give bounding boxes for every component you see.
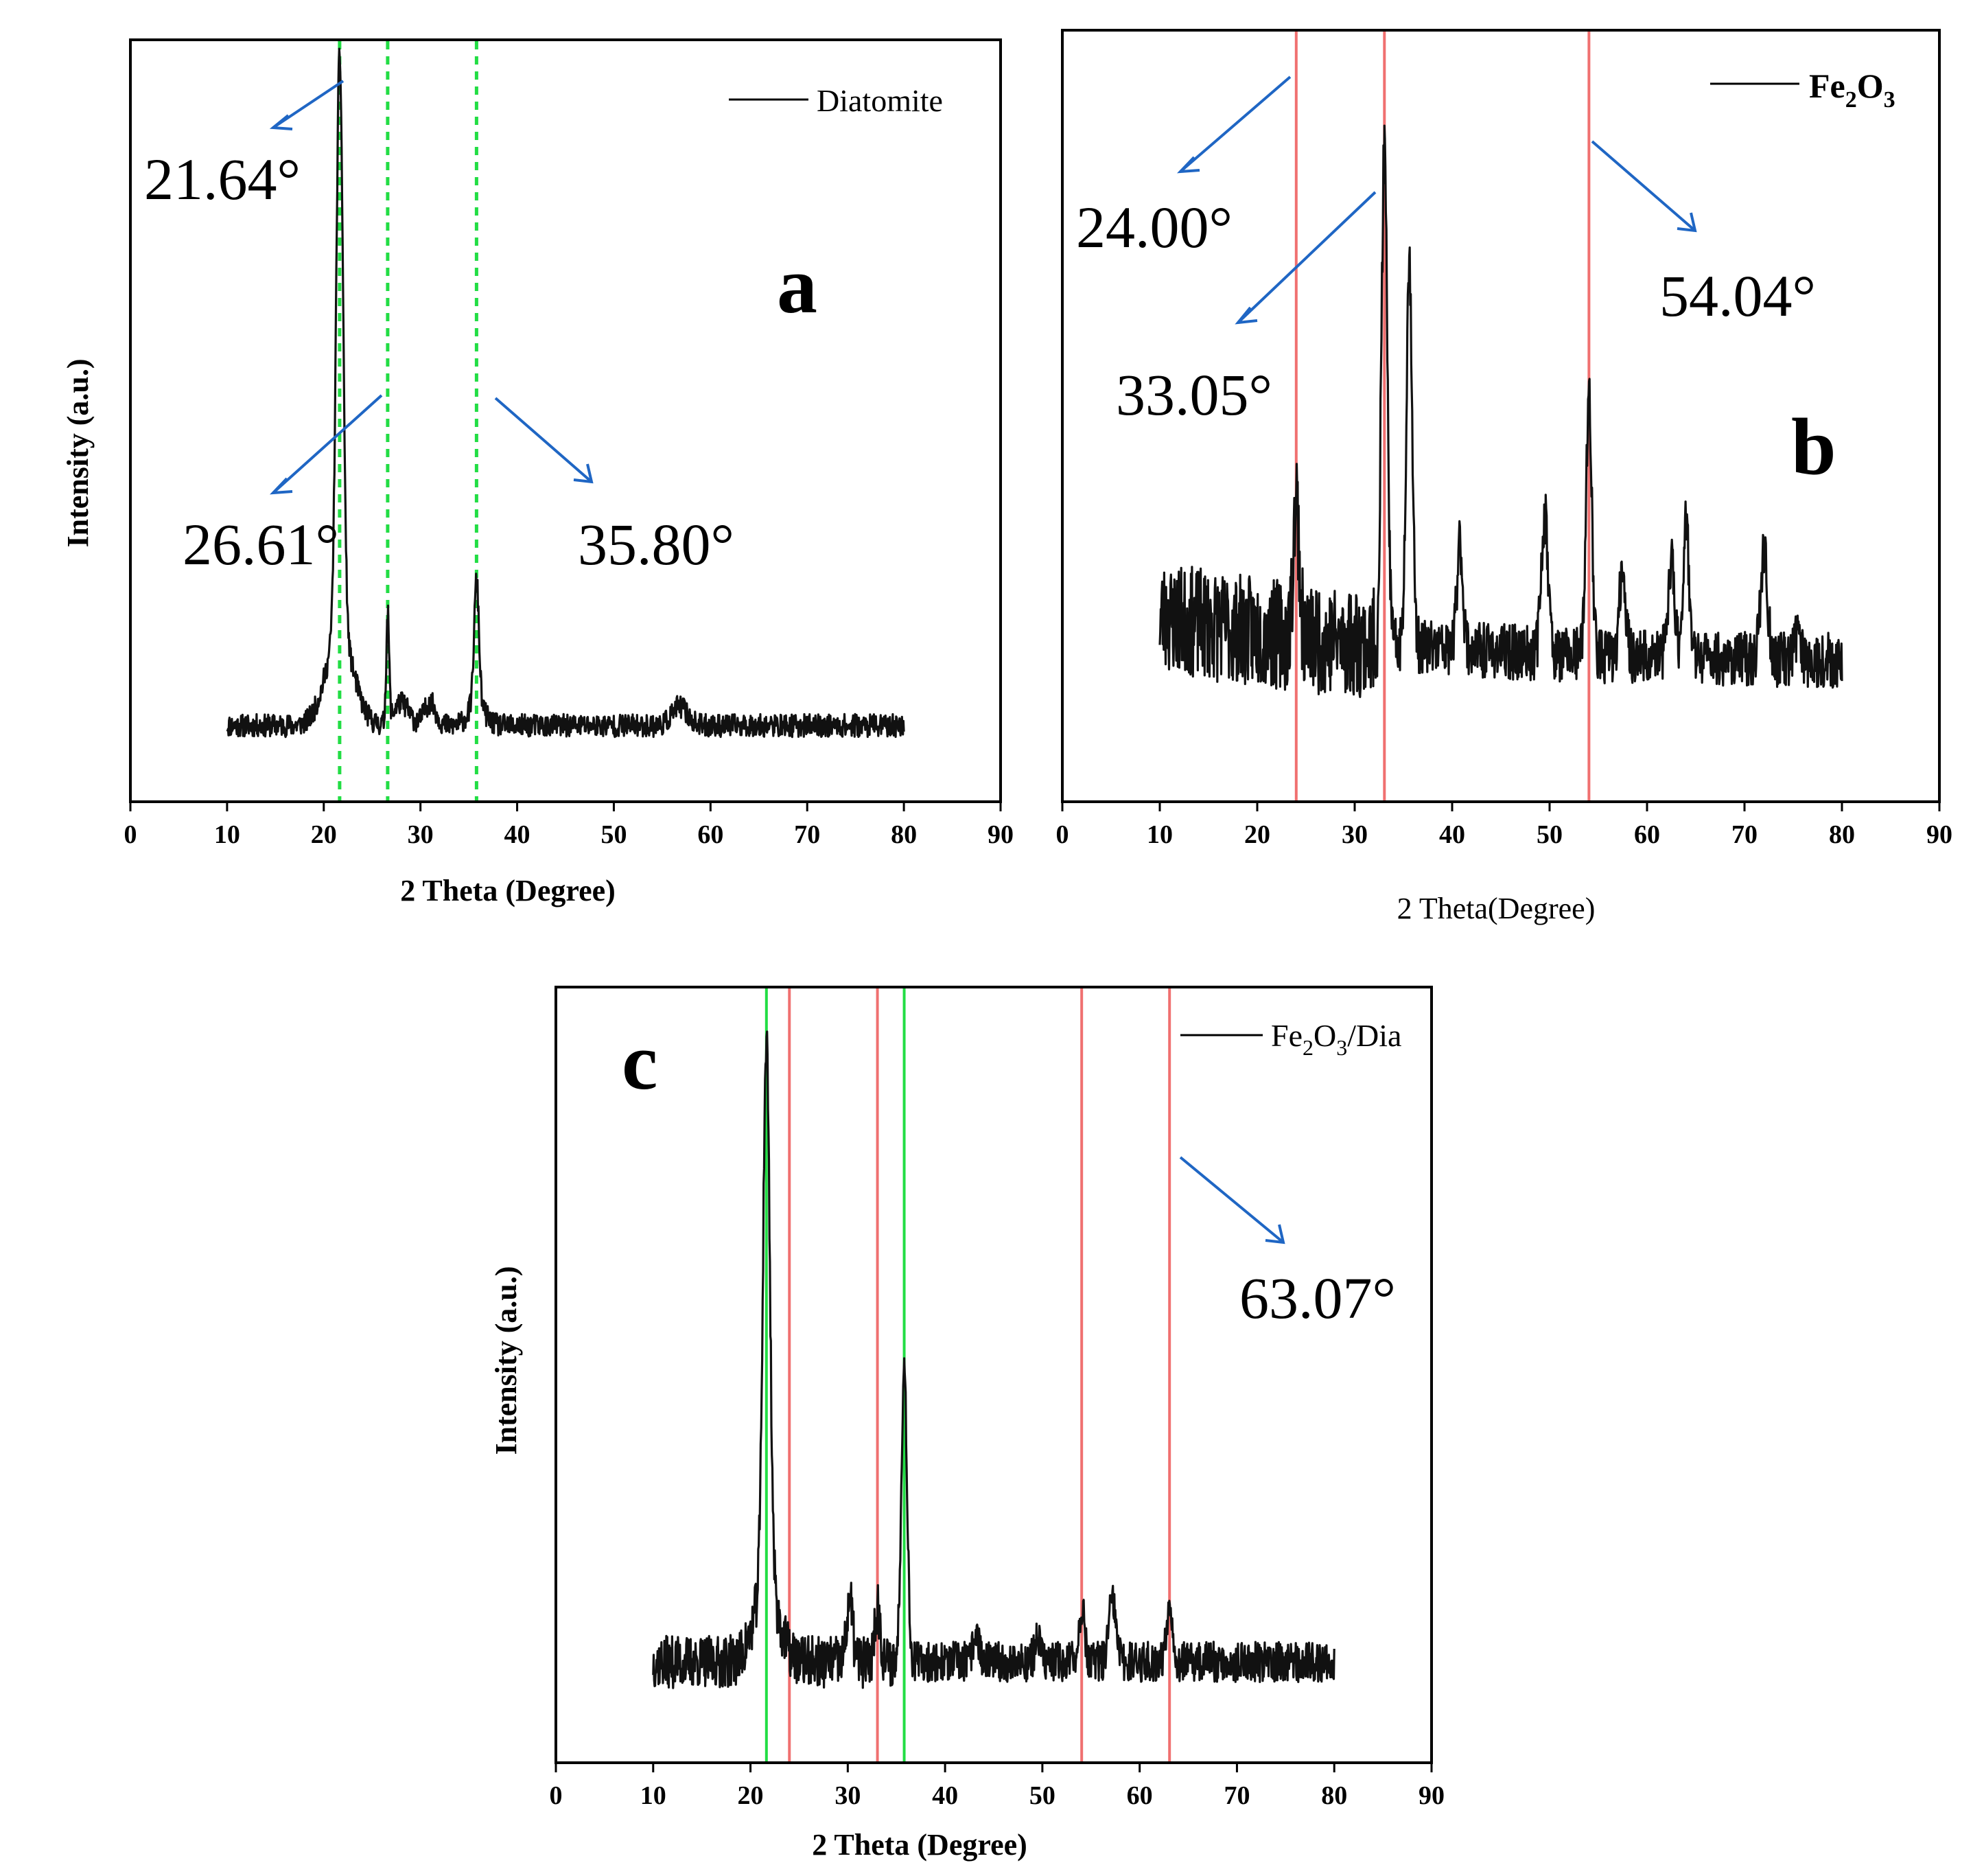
panel-a-arrow-3 (494, 397, 593, 483)
panel-b-arrow-2 (1237, 191, 1377, 324)
panel-b-arrowhead-2 (1235, 306, 1258, 325)
panel-b-x-tick-label-70: 70 (1731, 820, 1758, 849)
panel-b-x-tick-label-20: 20 (1244, 820, 1270, 849)
panel-b-x-tick-label-10: 10 (1147, 820, 1173, 849)
panel-a-x-tick-label-0: 0 (124, 820, 137, 849)
panel-a-diatomite-trace (226, 47, 905, 739)
panel-c-x-tick-label-70: 70 (1224, 1781, 1250, 1810)
panel-b: 0 10 20 30 40 50 60 70 80 90 2 Theta(Degree) Fe2O… (1056, 29, 1952, 925)
panel-a-reference-lines (338, 41, 478, 800)
panel-c-letter: c (622, 1017, 657, 1107)
panel-b-legend-o: O (1857, 67, 1884, 105)
panel-b-fe2o3-trace (1158, 124, 1843, 698)
panel-a-plot-frame (129, 38, 1002, 803)
panel-c-annotation-63-07: 63.07° (1239, 1265, 1396, 1331)
panel-b-x-tick-label-0: 0 (1056, 820, 1069, 849)
panel-a-x-ticks: 0 10 20 30 40 50 60 70 80 90 (124, 802, 1014, 849)
panel-b-x-tick-label-90: 90 (1926, 820, 1952, 849)
panel-a-arrowhead-3 (573, 463, 594, 484)
panel-b-arrow-1 (1179, 76, 1292, 173)
panel-b-plot-frame (1061, 29, 1941, 803)
panel-c-legend-label: Fe2O3/Dia (1271, 1018, 1401, 1060)
panel-c-legend-dia: /Dia (1347, 1018, 1401, 1053)
panel-b-arrowhead-1 (1176, 156, 1200, 174)
panel-c-legend-o: O (1314, 1018, 1336, 1053)
panel-b-legend-label: Fe2O3 (1809, 67, 1895, 113)
panel-b-legend-fe: Fe (1809, 67, 1845, 105)
panel-a-y-axis-label: Intensity (a.u.) (61, 358, 95, 547)
panel-c-fe2o3-dia-trace (652, 1030, 1335, 1689)
panel-c-x-tick-label-20: 20 (738, 1781, 764, 1810)
panel-b-x-tick-label-80: 80 (1829, 820, 1855, 849)
panel-a-legend-label: Diatomite (817, 83, 943, 118)
panel-b-x-ticks: 0 10 20 30 40 50 60 70 80 90 (1056, 802, 1952, 849)
panel-b-x-axis-label: 2 Theta(Degree) (1397, 892, 1596, 925)
panel-b-x-tick-label-60: 60 (1634, 820, 1660, 849)
panel-b-arrow-3 (1591, 140, 1696, 232)
panel-a: 0 10 20 30 40 50 60 70 80 90 2 Theta (Degree) Int… (61, 38, 1014, 907)
panel-a-annotation-35-80: 35.80° (578, 511, 734, 577)
panel-c-arrowhead-1 (1265, 1224, 1285, 1244)
panel-b-x-tick-label-50: 50 (1537, 820, 1563, 849)
panel-a-annotation-26-61: 26.61° (183, 511, 339, 577)
panel-a-letter: a (777, 240, 817, 330)
panel-a-x-tick-label-50: 50 (600, 820, 627, 849)
panel-a-x-tick-label-20: 20 (311, 820, 337, 849)
panel-c-x-tick-label-60: 60 (1127, 1781, 1153, 1810)
panel-a-arrow-2 (272, 394, 383, 494)
panel-c-annotation-arrows (1179, 1156, 1285, 1244)
panel-b-annotation-arrows (1176, 76, 1697, 325)
panel-c-x-ticks: 0 10 20 30 40 50 60 70 80 90 (550, 1763, 1445, 1810)
panel-c-plot-frame (555, 986, 1433, 1764)
panel-b-annotation-24-00: 24.00° (1076, 194, 1233, 260)
panel-a-x-tick-label-40: 40 (504, 820, 530, 849)
panel-c-x-tick-label-30: 30 (835, 1781, 861, 1810)
panel-c-x-axis-label: 2 Theta (Degree) (812, 1828, 1027, 1862)
panel-a-annotation-21-64: 21.64° (144, 146, 301, 212)
panel-c-x-tick-label-90: 90 (1419, 1781, 1445, 1810)
panel-b-annotation-54-04: 54.04° (1659, 263, 1816, 329)
panel-b-legend-sub-2: 2 (1845, 87, 1857, 113)
panel-b-legend-sub-3: 3 (1884, 87, 1895, 113)
panel-b-x-tick-label-40: 40 (1439, 820, 1465, 849)
panel-b-x-tick-label-30: 30 (1342, 820, 1368, 849)
panel-c-x-tick-label-0: 0 (550, 1781, 563, 1810)
panel-a-annotation-arrows (269, 80, 594, 495)
panel-c-x-tick-label-40: 40 (932, 1781, 958, 1810)
panel-a-x-axis-label: 2 Theta (Degree) (400, 874, 616, 907)
panel-c-legend-sub-2: 2 (1303, 1035, 1314, 1060)
panel-c: 0 10 20 30 40 50 60 70 80 90 2 Theta (Degree) Int… (489, 986, 1445, 1862)
panel-a-x-tick-label-80: 80 (891, 820, 917, 849)
panel-b-letter: b (1791, 402, 1836, 491)
panel-c-x-tick-label-50: 50 (1029, 1781, 1055, 1810)
panel-c-legend-sub-3: 3 (1336, 1035, 1347, 1060)
panel-c-y-axis-label: Intensity (a.u.) (489, 1266, 523, 1455)
panel-b-annotation-33-05: 33.05° (1116, 362, 1272, 428)
panel-c-x-tick-label-10: 10 (640, 1781, 666, 1810)
panel-a-x-tick-label-90: 90 (988, 820, 1014, 849)
panel-a-x-tick-label-30: 30 (408, 820, 434, 849)
panel-c-arrow-1 (1179, 1156, 1285, 1244)
panel-a-arrowhead-2 (269, 477, 293, 495)
panel-a-x-tick-label-10: 10 (214, 820, 240, 849)
panel-a-x-tick-label-70: 70 (794, 820, 820, 849)
panel-c-legend-fe: Fe (1271, 1018, 1303, 1053)
panel-a-x-tick-label-60: 60 (697, 820, 723, 849)
panel-b-reference-lines (1294, 32, 1591, 800)
panel-b-arrowhead-3 (1677, 212, 1697, 233)
panel-a-arrowhead-1 (269, 114, 293, 130)
panel-c-x-tick-label-80: 80 (1321, 1781, 1347, 1810)
